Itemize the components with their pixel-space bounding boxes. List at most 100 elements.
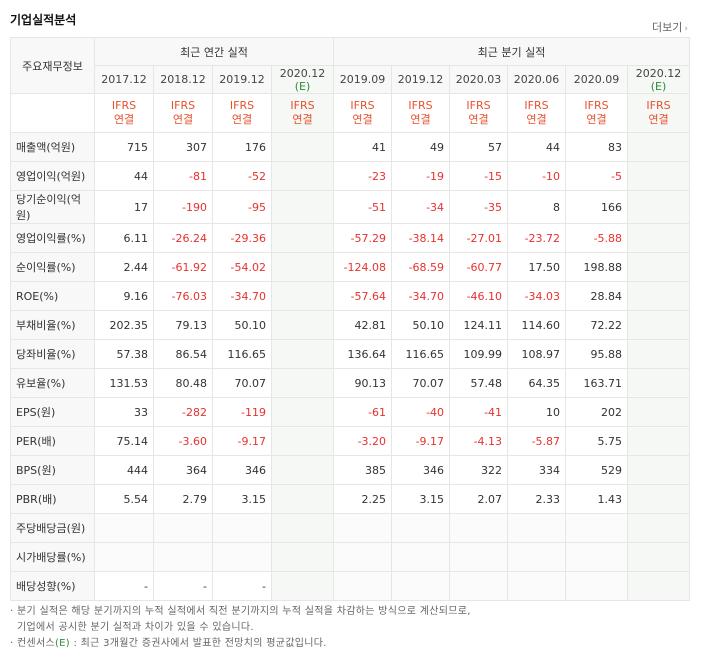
table-row: 당좌비율(%) 57.38 86.54 116.65 136.64 116.65 109.9…: [10, 339, 691, 369]
row-label: 유보율(%): [10, 368, 95, 398]
table-cell: [270, 455, 335, 485]
table-row: 배당성향(%) - - -: [10, 571, 691, 601]
table-cell: 176: [212, 132, 272, 162]
table-cell: 2.33: [507, 484, 567, 514]
annual-group-header: 최근 연간 실적: [93, 37, 335, 66]
table-cell: [627, 571, 691, 601]
footnote-2: 기업에서 공시한 분기 실적과 차이가 있을 수 있습니다.: [17, 622, 254, 633]
table-cell: [391, 513, 451, 543]
table-cell: 116.65: [212, 339, 272, 369]
table-cell: -61: [333, 397, 393, 427]
table-cell: [565, 513, 629, 543]
table-cell: 70.07: [212, 368, 272, 398]
table-row: 매출액(억원) 715 307 176 41 49 57 44 83: [10, 132, 691, 162]
table-cell: 90.13: [333, 368, 393, 398]
table-cell: -: [212, 571, 272, 601]
table-cell: -23: [333, 161, 393, 191]
table-cell: [270, 426, 335, 456]
row-label: PER(배): [10, 426, 95, 456]
more-label[interactable]: 더보기: [652, 21, 683, 34]
table-cell: 114.60: [507, 310, 567, 340]
table-cell: 8: [507, 190, 567, 224]
ifrs-label: IFRS 연결: [94, 93, 154, 133]
table-cell: -5.87: [507, 426, 567, 456]
table-row: EPS(원) 33 -282 -119 -61 -40 -41 10 202: [10, 397, 691, 427]
table-cell: 10: [507, 397, 567, 427]
table-cell: [507, 513, 567, 543]
table-cell: 364: [153, 455, 213, 485]
table-cell: 202.35: [94, 310, 154, 340]
table-row: 당기순이익(억원) 17 -190 -95 -51 -34 -35 8 166: [10, 190, 691, 224]
table-cell: 5.75: [565, 426, 629, 456]
table-cell: [627, 190, 691, 224]
period-header: 2017.12: [94, 65, 154, 94]
table-cell: [94, 513, 154, 543]
table-cell: 17.50: [507, 252, 567, 282]
table-cell: -81: [153, 161, 213, 191]
table-cell: -95: [212, 190, 272, 224]
table-cell: 64.35: [507, 368, 567, 398]
row-label: 영업이익률(%): [10, 223, 95, 253]
table-cell: [627, 281, 691, 311]
table-cell: -119: [212, 397, 272, 427]
table-cell: 95.88: [565, 339, 629, 369]
table-cell: 3.15: [212, 484, 272, 514]
table-cell: -34.70: [391, 281, 451, 311]
table-cell: -190: [153, 190, 213, 224]
table-cell: [627, 455, 691, 485]
table-cell: -35: [449, 190, 509, 224]
table-cell: -38.14: [391, 223, 451, 253]
period-header: 2019.12: [212, 65, 272, 94]
table-cell: [565, 571, 629, 601]
table-cell: 6.11: [94, 223, 154, 253]
table-cell: [270, 223, 335, 253]
ifrs-label: IFRS 연결: [565, 93, 629, 133]
table-cell: -52: [212, 161, 272, 191]
table-cell: -76.03: [153, 281, 213, 311]
row-label: 시가배당률(%): [10, 542, 95, 572]
table-cell: [270, 484, 335, 514]
table-cell: [270, 397, 335, 427]
row-label: EPS(원): [10, 397, 95, 427]
row-header-label: 주요재무정보: [10, 37, 95, 94]
table-cell: 715: [94, 132, 154, 162]
ifrs-row-header: [10, 93, 95, 133]
table-cell: [391, 571, 451, 601]
quarterly-group-header: 최근 분기 실적: [333, 37, 691, 66]
table-cell: [627, 223, 691, 253]
table-cell: [270, 513, 335, 543]
table-cell: [94, 542, 154, 572]
period-header: 2019.09: [333, 65, 393, 94]
table-cell: -57.64: [333, 281, 393, 311]
table-cell: -5.88: [565, 223, 629, 253]
more-link[interactable]: 더보기 ›: [652, 19, 688, 35]
table-cell: [212, 513, 272, 543]
table-cell: 44: [507, 132, 567, 162]
financial-table: 주요재무정보 최근 연간 실적 최근 분기 실적 2017.12 2018.12 2…: [10, 37, 691, 601]
table-cell: [449, 542, 509, 572]
table-cell: -34.03: [507, 281, 567, 311]
ifrs-label: IFRS 연결: [391, 93, 451, 133]
table-cell: 50.10: [212, 310, 272, 340]
table-cell: -19: [391, 161, 451, 191]
row-label: BPS(원): [10, 455, 95, 485]
row-label: 부채비율(%): [10, 310, 95, 340]
footnote-3: · 컨센서스(E) : 최근 3개월간 증권사에서 발표한 전망치의 평균값입니…: [10, 638, 327, 649]
table-cell: 2.07: [449, 484, 509, 514]
row-label: 당기순이익(억원): [10, 190, 95, 224]
table-cell: 70.07: [391, 368, 451, 398]
table-cell: 41: [333, 132, 393, 162]
table-cell: [627, 252, 691, 282]
table-cell: 28.84: [565, 281, 629, 311]
period-header: 2020.09: [565, 65, 629, 94]
table-cell: -46.10: [449, 281, 509, 311]
row-label: 순이익률(%): [10, 252, 95, 282]
table-cell: 163.71: [565, 368, 629, 398]
table-cell: [270, 281, 335, 311]
table-cell: [391, 542, 451, 572]
table-cell: -41: [449, 397, 509, 427]
table-cell: -26.24: [153, 223, 213, 253]
table-cell: 33: [94, 397, 154, 427]
row-label: 주당배당금(원): [10, 513, 95, 543]
table-row: 영업이익률(%) 6.11 -26.24 -29.36 -57.29 -38.14 -27.…: [10, 223, 691, 253]
